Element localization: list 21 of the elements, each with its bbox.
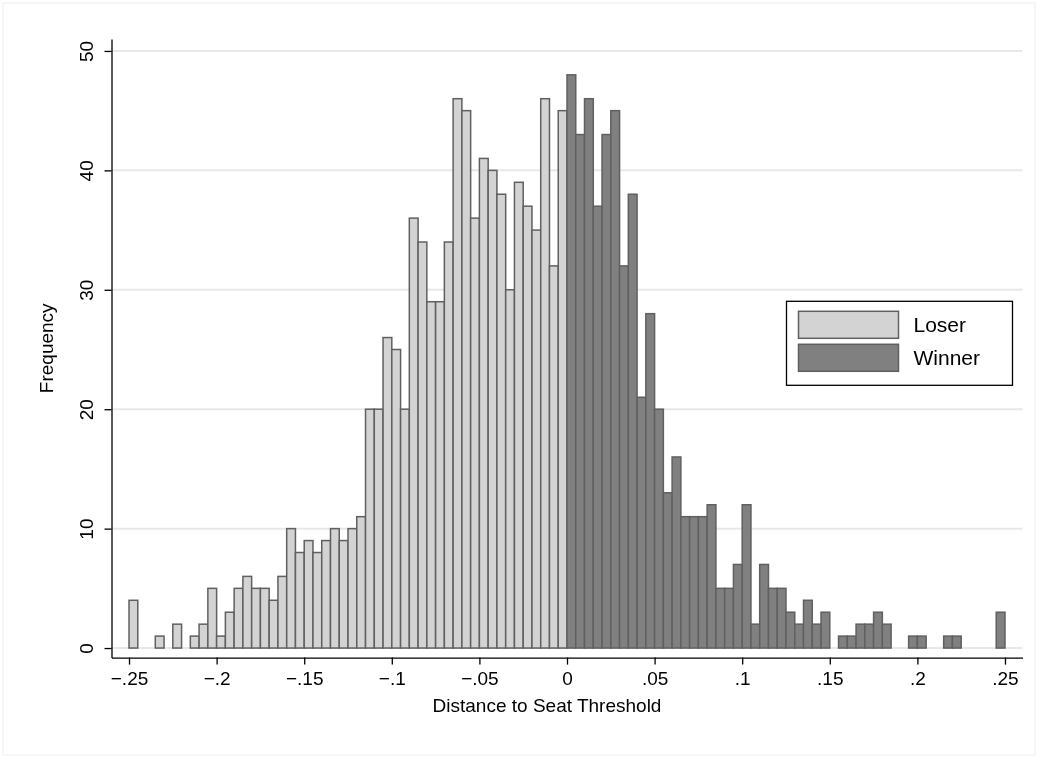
x-tick-label: −.05 [461,667,499,689]
x-tick-label: −.25 [110,667,149,689]
y-axis-title: Frequency [36,302,57,394]
x-tick-label: 0 [562,667,573,689]
x-tick-label: .1 [734,667,751,689]
y-tick-label: 0 [75,643,97,654]
x-tick-label: .05 [641,667,669,689]
y-tick-label: 50 [75,40,97,63]
legend-label: Loser [913,313,967,337]
y-tick-label: 30 [75,279,97,301]
x-tick-label: −.2 [203,667,231,689]
x-tick-label: .15 [817,667,844,689]
x-tick-label: .2 [909,667,926,689]
y-tick-label: 40 [75,160,97,182]
x-tick-label: .25 [992,667,1019,689]
x-tick-label: −.1 [378,667,406,689]
y-tick-label: 20 [75,399,97,421]
x-axis-title: Distance to Seat Threshold [432,695,662,716]
x-tick-label: −.15 [285,667,324,689]
legend-label: Winner [913,346,981,370]
y-tick-label: 10 [75,518,97,540]
